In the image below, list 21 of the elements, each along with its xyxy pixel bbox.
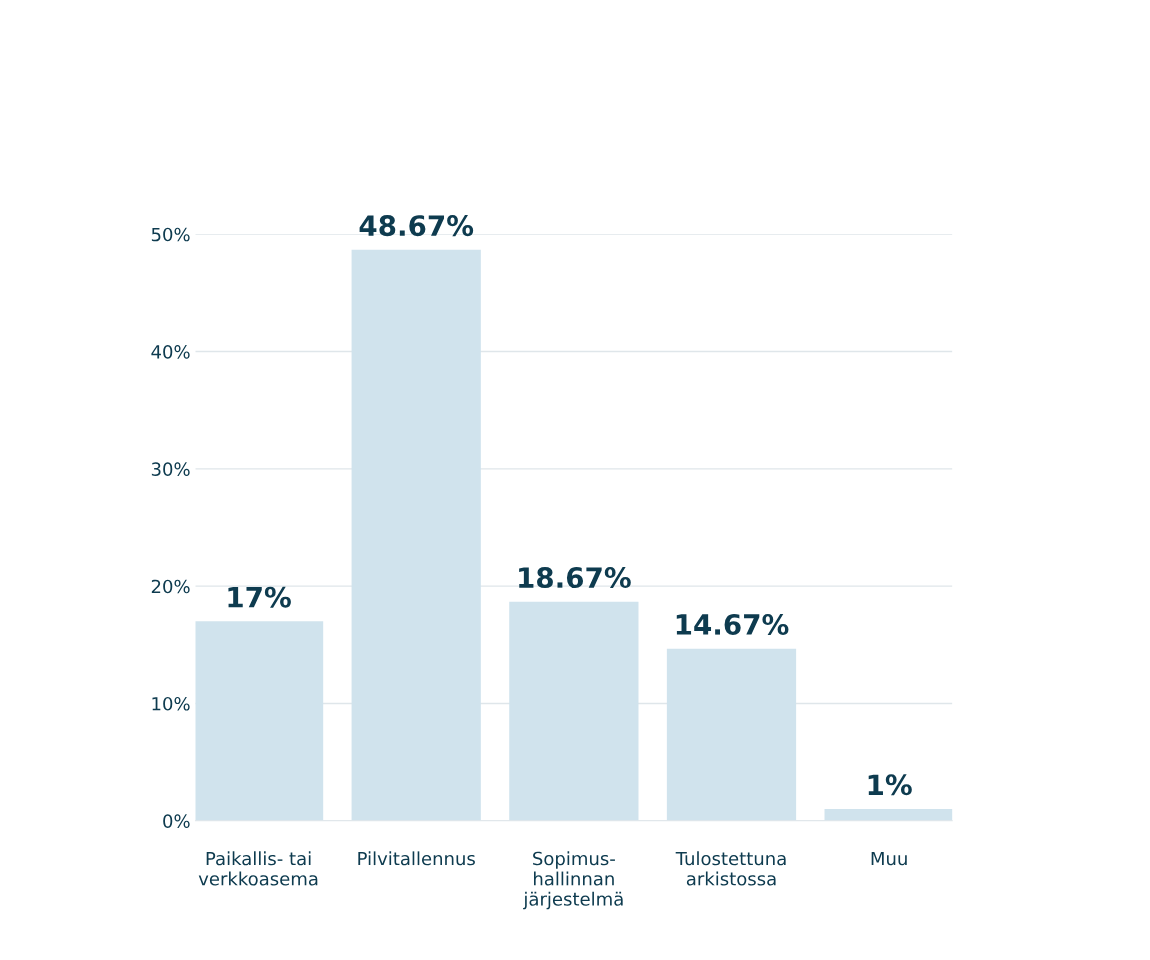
data-label: 48.67% bbox=[359, 215, 474, 237]
x-tick-label: Paikallis- tai verkkoasema bbox=[198, 851, 318, 886]
x-tick-label: Muu bbox=[871, 851, 907, 866]
y-tick-label: 10% bbox=[152, 696, 190, 711]
bar bbox=[195, 621, 324, 821]
y-tick-label: 50% bbox=[151, 227, 190, 242]
y-tick-label: 30% bbox=[151, 462, 190, 476]
data-label: 14.67% bbox=[676, 613, 789, 635]
y-tick-label: 40% bbox=[151, 345, 190, 359]
bar bbox=[824, 809, 953, 821]
bar bbox=[666, 648, 797, 821]
data-label: 17% bbox=[228, 586, 291, 608]
data-label: 1% bbox=[868, 774, 912, 796]
data-label: 18.67% bbox=[519, 567, 631, 589]
y-tick-label: 20% bbox=[151, 579, 190, 594]
x-tick-label: Pilvitallennus bbox=[358, 851, 475, 866]
bar bbox=[509, 601, 639, 821]
x-tick-label: Tulostettuna arkistossa bbox=[675, 851, 786, 886]
x-tick-label: Sopimus- hallinnan järjestelmä bbox=[523, 851, 623, 910]
y-tick-label: 0% bbox=[163, 814, 190, 828]
bar bbox=[351, 249, 481, 821]
